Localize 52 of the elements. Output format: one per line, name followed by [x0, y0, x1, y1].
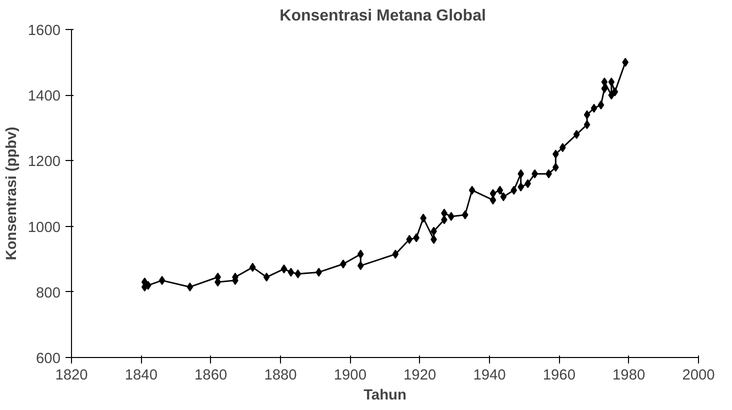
point [590, 104, 598, 113]
y-tick-label: 1200 [28, 154, 61, 170]
point [496, 186, 504, 195]
point [158, 276, 166, 285]
point [622, 58, 629, 67]
y-tick-label: 1400 [28, 88, 61, 105]
x-tick-label: 1860 [194, 368, 228, 384]
point [186, 282, 194, 292]
x-tick-label: 1840 [124, 368, 158, 384]
y-tick-label: 1600 [28, 23, 61, 39]
point [601, 84, 608, 94]
point [608, 77, 615, 86]
point [518, 169, 524, 178]
x-tick-label: 1940 [473, 368, 506, 384]
point [608, 90, 615, 100]
point [490, 196, 496, 205]
point [263, 272, 270, 282]
point [490, 189, 496, 198]
point [598, 100, 604, 110]
point [573, 130, 580, 139]
point [584, 110, 590, 120]
y-tick-label: 1000 [28, 220, 61, 236]
point [288, 268, 294, 277]
point [500, 192, 507, 202]
x-tick-label: 1980 [612, 368, 646, 384]
point [357, 250, 364, 259]
x-tick-label: 1960 [542, 368, 576, 384]
point [294, 269, 302, 278]
point [413, 233, 420, 242]
point [559, 143, 566, 152]
y-axis-title: Konsentrasi (ppbv) [4, 126, 20, 260]
point [406, 234, 413, 244]
point [510, 186, 518, 195]
point [249, 262, 256, 272]
point [518, 182, 524, 192]
x-tick-label: 1920 [404, 368, 436, 384]
point [357, 261, 364, 270]
x-tick-label: 1880 [264, 368, 297, 384]
point [612, 87, 618, 96]
y-tick-label: 800 [36, 285, 61, 302]
point [462, 210, 468, 220]
y-tick-label: 600 [36, 351, 61, 367]
x-tick-label: 1820 [55, 368, 88, 384]
x-tick-label: 1900 [334, 368, 366, 384]
point [392, 250, 399, 259]
point [601, 77, 608, 86]
x-axis-title: Tahun [364, 388, 406, 404]
point [584, 120, 590, 130]
chart-title: Konsentrasi Metana Global [280, 8, 486, 24]
point [468, 186, 476, 195]
x-tick-label: 2000 [682, 368, 715, 384]
point [280, 264, 288, 274]
